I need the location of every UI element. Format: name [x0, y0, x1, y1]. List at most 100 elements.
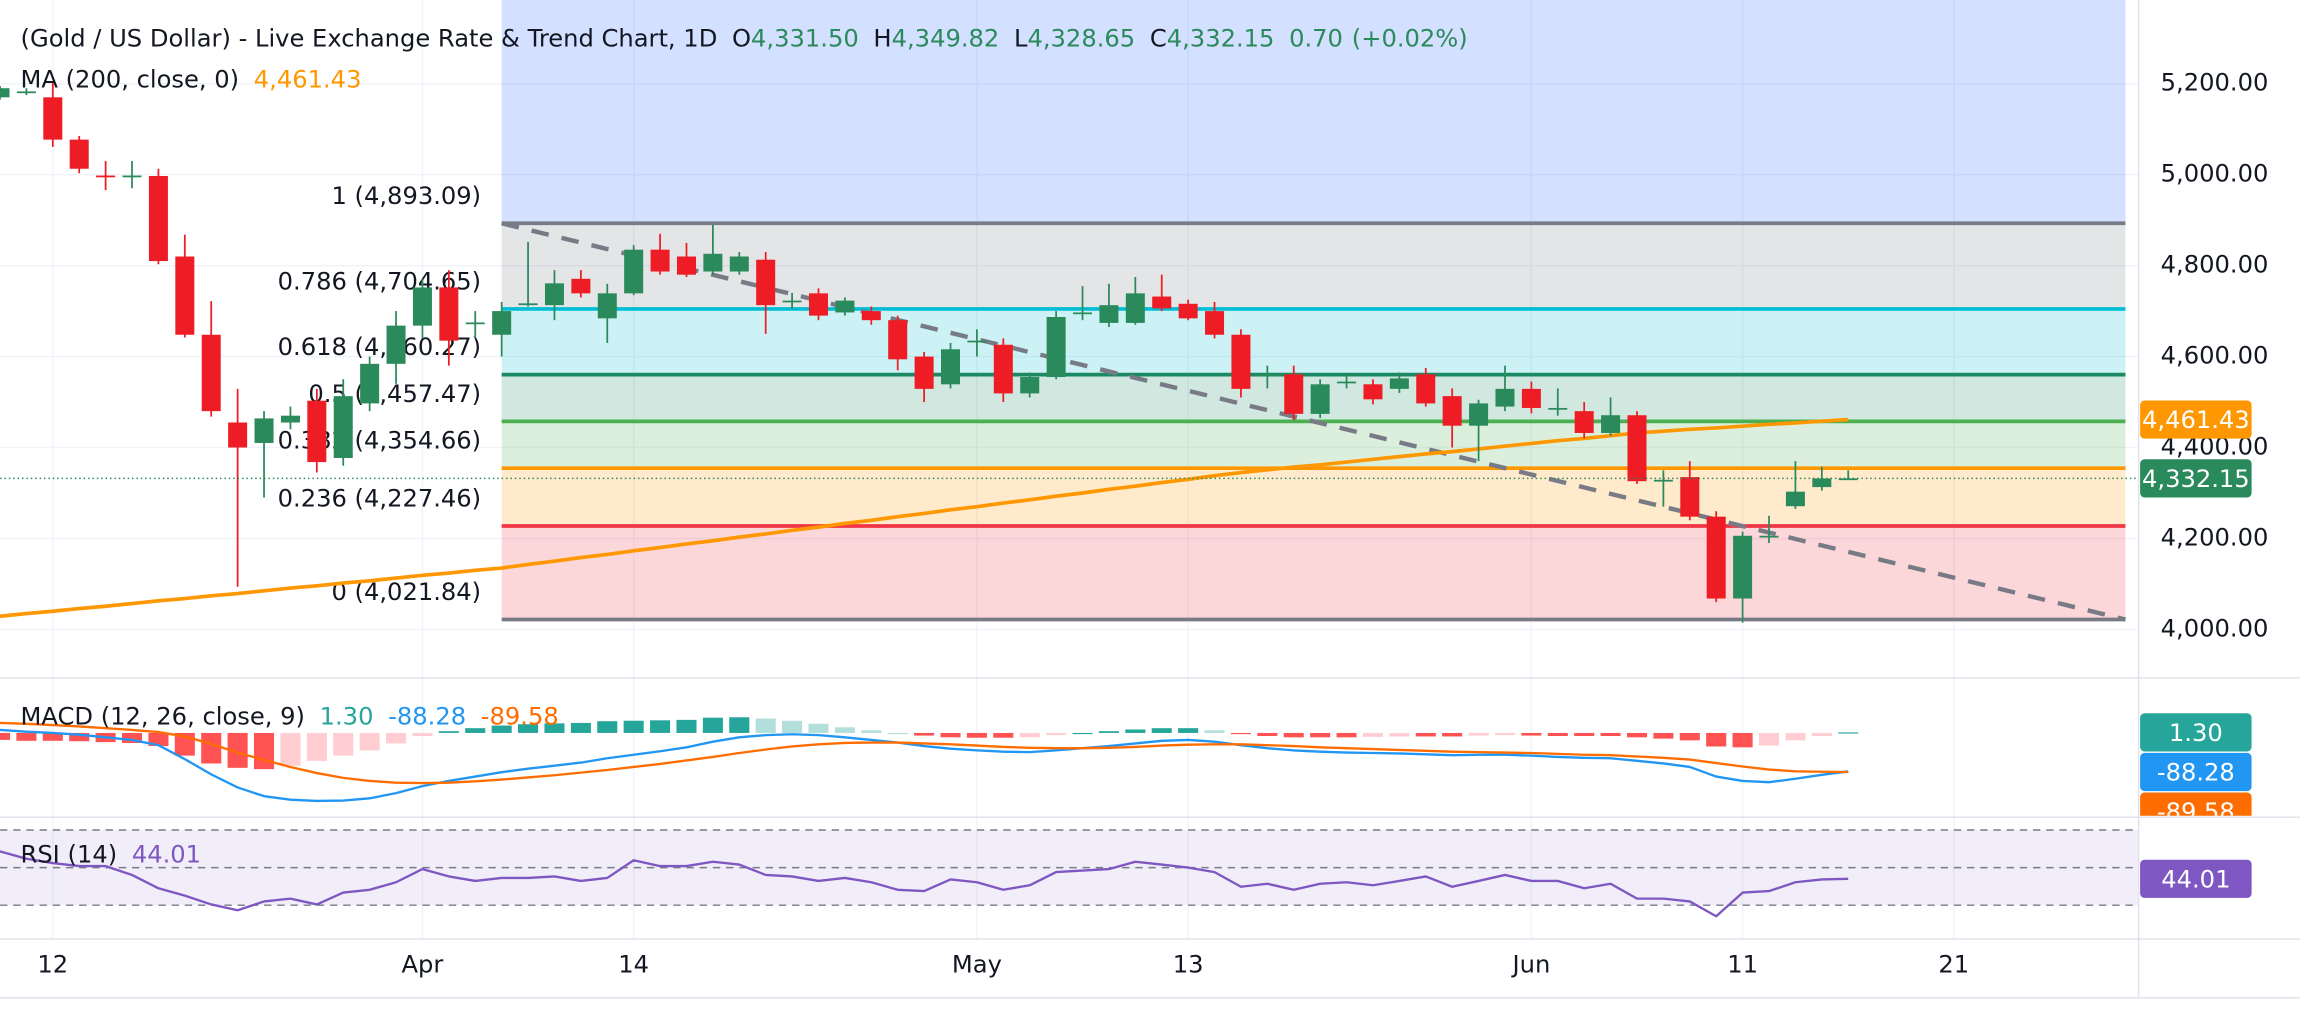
macd-histogram-bar [438, 731, 459, 733]
macd-histogram-bar [359, 732, 380, 751]
ma-name: MA (200, close, 0) [21, 66, 240, 94]
candle-body [122, 175, 142, 178]
macd-histogram-bar [808, 723, 829, 733]
x-tick-label: Jun [1510, 950, 1550, 978]
candle-body [412, 287, 432, 326]
macd-histogram-bar [1151, 728, 1172, 733]
candle-body [1231, 334, 1251, 389]
candle-body [43, 97, 63, 140]
x-tick-label: Apr [402, 950, 444, 978]
y-tick-label: 4,000.00 [2161, 614, 2269, 642]
macd-histogram-bar [887, 732, 908, 735]
candle-body [1257, 374, 1277, 377]
candle-body [941, 349, 961, 385]
candle-body [69, 139, 89, 169]
ohlc-value: 4,328.65 [1027, 25, 1135, 53]
legends: (Gold / US Dollar) - Live Exchange Rate … [21, 25, 1468, 869]
rsi-name: RSI (14) [21, 840, 118, 868]
candle-body [967, 340, 987, 343]
macd-histogram-bar [1653, 732, 1674, 739]
y-tick-label: 4,600.00 [2161, 342, 2269, 370]
candle-body [360, 363, 380, 404]
macd-histogram-bar [544, 723, 565, 733]
candle-body [228, 422, 248, 448]
candle-body [1442, 396, 1462, 426]
y-tick-label: 5,000.00 [2161, 160, 2269, 188]
macd-histogram-bar [1732, 732, 1753, 748]
macd-histogram-bar [1204, 730, 1225, 733]
macd-tags: 1.30 -88.28 -89.58 [2140, 713, 2252, 816]
fib-zone [501, 421, 2126, 469]
candle-body [597, 293, 617, 319]
candle-body [1310, 384, 1330, 414]
candle-body [439, 287, 459, 341]
candle-body [254, 418, 274, 443]
macd-histogram-bar [333, 732, 354, 756]
candle-body [307, 400, 327, 463]
x-tick-label: 12 [37, 950, 68, 978]
candle-body [1733, 535, 1753, 599]
candle-body [386, 325, 406, 364]
ma-price-tag-text: 4,461.43 [2142, 406, 2250, 434]
macd-histogram-bar [650, 720, 671, 733]
candle-body [1337, 381, 1357, 384]
candle-body [544, 283, 564, 306]
change: 0.70 [1289, 25, 1343, 53]
macd-legend: MACD (12, 26, close, 9) 1.30 -88.28 -89.58 [21, 702, 559, 730]
candle-body [888, 320, 908, 360]
pane-separators [0, 0, 2300, 999]
candle-body [1020, 377, 1040, 394]
candle-body [1495, 388, 1515, 407]
signal-tag [2140, 792, 2252, 816]
macd-histogram-bar [1336, 732, 1357, 738]
ohlc-key: L [1014, 25, 1028, 53]
macd-histogram-bar [729, 717, 750, 733]
ohlc-key: H [873, 25, 891, 53]
macd-histogram-bar [676, 719, 697, 733]
candle-body [1046, 316, 1066, 378]
macd-histogram-bar [782, 720, 803, 733]
candle-body [1178, 303, 1198, 319]
macd-histogram-bar [1046, 732, 1067, 736]
macd-histogram-bar [491, 725, 512, 733]
macd-histogram-bar [1389, 732, 1410, 737]
macd-histogram-bar [280, 732, 301, 766]
macd-tag [2140, 752, 2252, 792]
y-tick-label: 4,200.00 [2161, 523, 2269, 551]
change-percent: (+0.02%) [1352, 25, 1468, 53]
candle-body [280, 415, 300, 423]
close-price-tag [2140, 459, 2252, 498]
rsi-legend: RSI (14) 44.01 [21, 840, 202, 868]
chart-title: (Gold / US Dollar) - Live Exchange Rate … [21, 25, 718, 53]
macd-histogram-bar [1626, 732, 1648, 738]
macd-histogram-bar [1230, 732, 1251, 735]
macd-line [0, 728, 1849, 803]
macd-tag-text: -88.28 [2157, 758, 2235, 786]
close-price-tag-text: 4,332.15 [2142, 465, 2250, 493]
candle-body [703, 253, 723, 272]
fib-zone [501, 525, 2126, 620]
y-tick-label: 5,200.00 [2161, 69, 2269, 97]
candle-body [1548, 407, 1568, 410]
macd-histogram-bar [861, 730, 882, 733]
macd-histogram-bar [412, 732, 433, 737]
candle-body [1706, 516, 1726, 599]
price-pane: 1 (4,893.09)0.786 (4,704.65)0.618 (4,560… [0, 0, 2139, 623]
fib-level-label: 1 (4,893.09) [331, 182, 481, 210]
candle-body [782, 300, 802, 303]
macd-histogram-bar [42, 732, 63, 741]
candle-body [1785, 491, 1805, 507]
macd-histogram-bar [570, 722, 591, 733]
macd-histogram-bar [1098, 731, 1119, 733]
macd-histogram-bar [1679, 732, 1700, 741]
macd-histogram-bar [386, 732, 407, 744]
candle-body [201, 334, 221, 412]
rsi-tag [2140, 859, 2252, 898]
x-tick-label: 21 [1938, 950, 1969, 978]
macd-histogram-bar [755, 718, 776, 733]
price-tags: 4,461.43 4,332.15 44.01 [2140, 400, 2252, 898]
candle-body [1653, 479, 1673, 482]
rsi-line [0, 850, 1849, 918]
candle-body [1601, 415, 1621, 433]
